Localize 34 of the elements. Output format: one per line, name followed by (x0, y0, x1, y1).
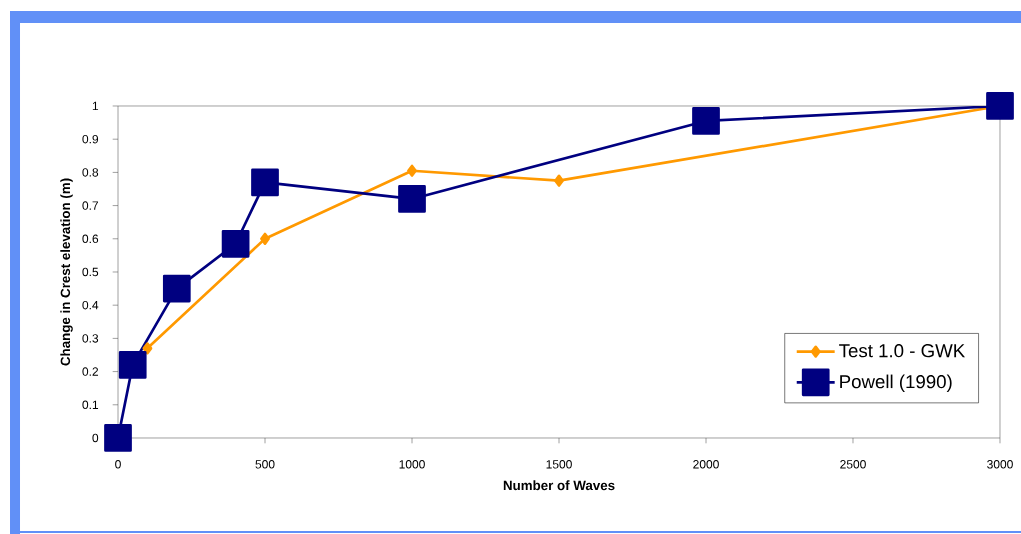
legend-label: Test 1.0 - GWK (839, 344, 966, 358)
point (162, 274, 191, 303)
point (260, 232, 270, 245)
x-tick-label: 0 (115, 460, 121, 469)
x-tick-label: 3000 (987, 460, 1013, 469)
y-axis-title: Change in Crest elevation (m) (60, 178, 73, 366)
y-tick-label: 1 (92, 101, 99, 111)
point (142, 342, 153, 355)
y-tick-label: 0.4 (82, 300, 99, 310)
y-tick-label: 0.5 (82, 267, 99, 277)
point (692, 107, 720, 135)
y-tick-label: 0.1 (82, 400, 99, 410)
point (407, 164, 417, 177)
point (398, 185, 426, 213)
y-tick-label: 0.3 (82, 334, 99, 343)
x-tick-label: 500 (255, 460, 275, 469)
y-tick-label: 0.8 (82, 168, 99, 177)
y-tick-label: 0.2 (82, 367, 99, 376)
x-axis-title: Number of Waves (503, 480, 615, 491)
point (118, 351, 147, 379)
x-tick-label: 1500 (546, 460, 572, 469)
y-tick-label: 0.9 (82, 134, 99, 144)
point (251, 168, 279, 197)
x-tick-label: 2500 (840, 460, 866, 469)
point (221, 229, 250, 258)
point (986, 92, 1014, 120)
x-tick-label: 1000 (399, 460, 425, 469)
point (554, 174, 564, 187)
point (104, 424, 132, 452)
legend-label: Powell (1990) (840, 374, 952, 392)
y-tick-label: 0 (92, 433, 99, 443)
x-tick-label: 2000 (693, 460, 719, 469)
y-tick-label: 0.6 (82, 234, 99, 244)
y-tick-label: 0.7 (82, 201, 99, 210)
